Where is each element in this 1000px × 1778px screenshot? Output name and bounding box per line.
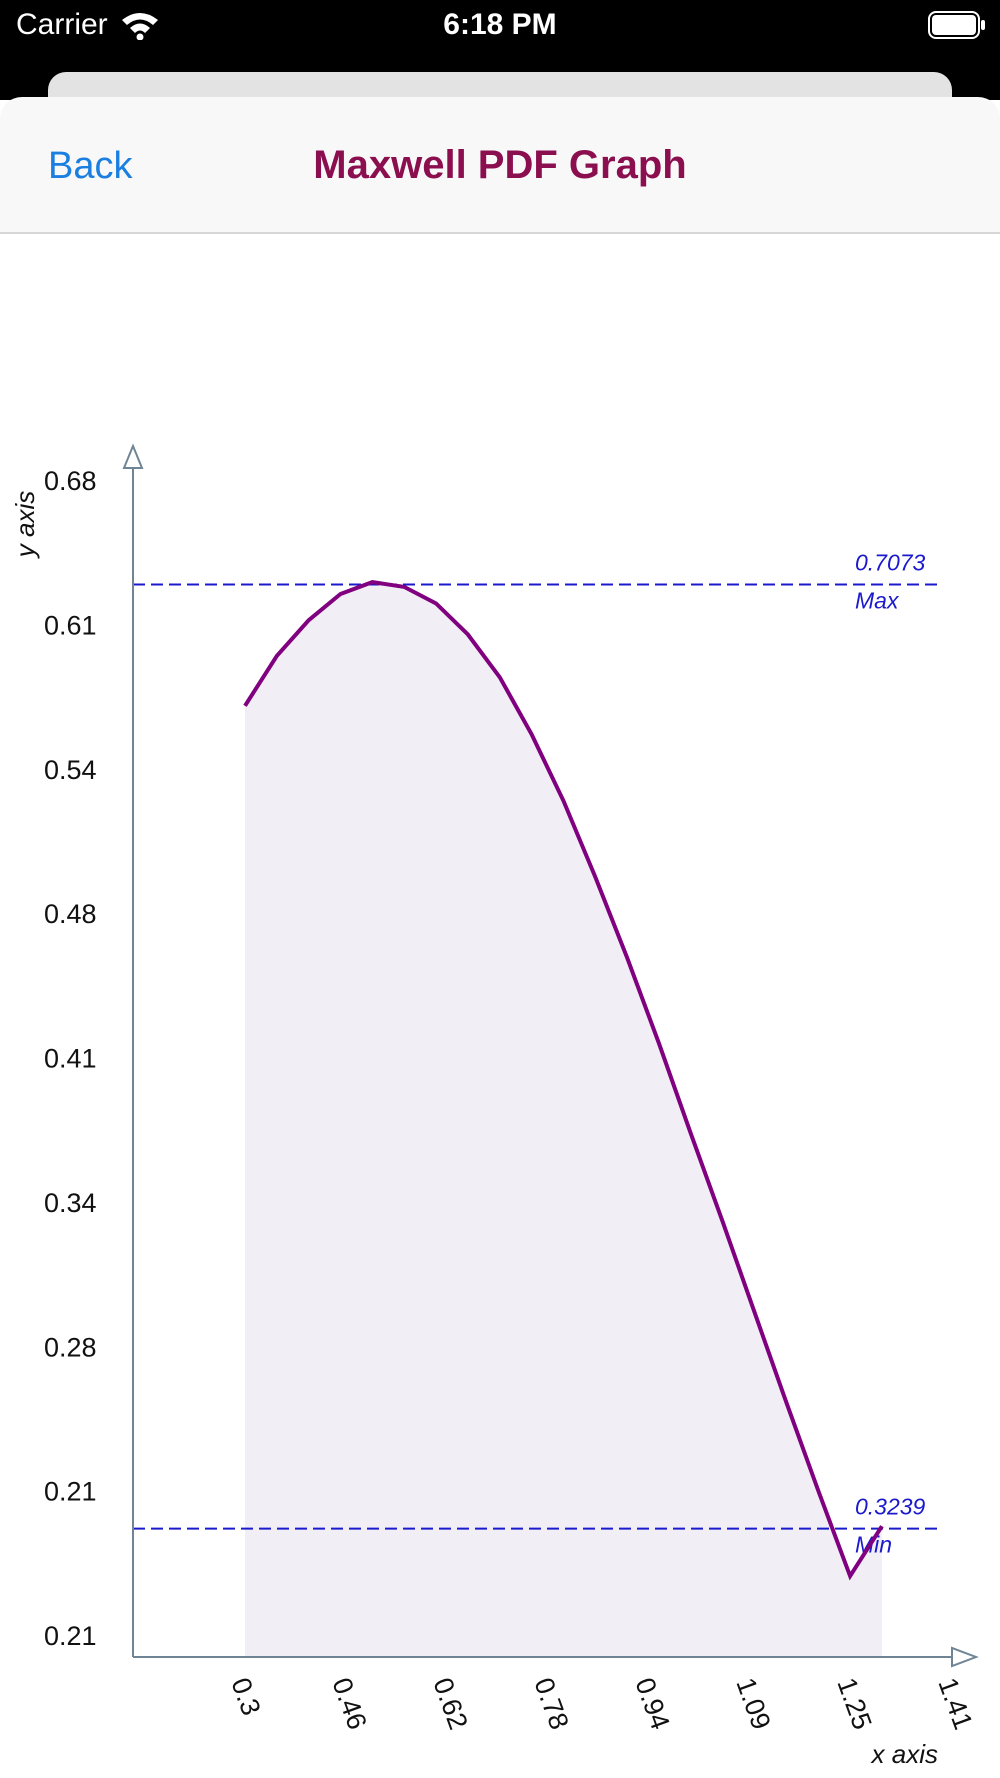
x-tick-label: 1.25 <box>831 1674 877 1734</box>
x-tick-label: 0.46 <box>326 1674 372 1734</box>
reference-lines: 0.7073 Max 0.3239 Min <box>133 550 940 1558</box>
x-tick-label: 1.41 <box>932 1674 978 1734</box>
wifi-icon <box>122 13 158 40</box>
x-tick-label: 0.3 <box>225 1674 266 1720</box>
x-tick-label: 0.78 <box>528 1674 574 1734</box>
status-time: 6:18 PM <box>443 8 557 41</box>
x-axis-title: x axis <box>870 1739 938 1769</box>
reference-value-min: 0.3239 <box>855 1494 926 1520</box>
y-axis-title: y axis <box>10 491 40 559</box>
y-tick-label: 0.28 <box>44 1332 97 1362</box>
y-tick-label: 0.61 <box>44 610 97 640</box>
reference-label-max: Max <box>855 588 900 614</box>
navigation-bar: Back Maxwell PDF Graph <box>0 97 1000 234</box>
reference-label-min: Min <box>855 1532 892 1558</box>
chart-axes <box>122 443 979 1668</box>
y-tick-label: 0.21 <box>44 1621 97 1651</box>
y-tick-labels: 0.21 0.21 0.28 0.34 0.41 0.48 0.54 0.61 0.68 <box>44 466 97 1651</box>
y-tick-label: 0.54 <box>44 755 97 785</box>
y-tick-label: 0.34 <box>44 1188 97 1218</box>
x-tick-label: 0.62 <box>427 1674 473 1734</box>
carrier-label: Carrier <box>16 8 108 41</box>
pdf-curve-line <box>243 580 884 1581</box>
battery-icon <box>928 11 985 39</box>
y-axis-arrowhead <box>122 443 144 469</box>
y-tick-label: 0.48 <box>44 899 97 929</box>
back-button[interactable]: Back <box>48 145 133 187</box>
x-tick-label: 1.09 <box>730 1674 776 1734</box>
x-tick-label: 0.94 <box>629 1674 675 1734</box>
y-tick-label: 0.21 <box>44 1477 97 1507</box>
curve-area-fill <box>245 582 882 1657</box>
y-tick-label: 0.41 <box>44 1044 97 1074</box>
x-axis-arrowhead <box>951 1646 979 1668</box>
reference-value-max: 0.7073 <box>855 550 926 576</box>
page-title: Maxwell PDF Graph <box>313 143 687 187</box>
y-tick-label: 0.68 <box>44 466 97 496</box>
x-tick-labels: 0.3 0.46 0.62 0.78 0.94 1.09 1.25 1.41 <box>225 1674 978 1734</box>
